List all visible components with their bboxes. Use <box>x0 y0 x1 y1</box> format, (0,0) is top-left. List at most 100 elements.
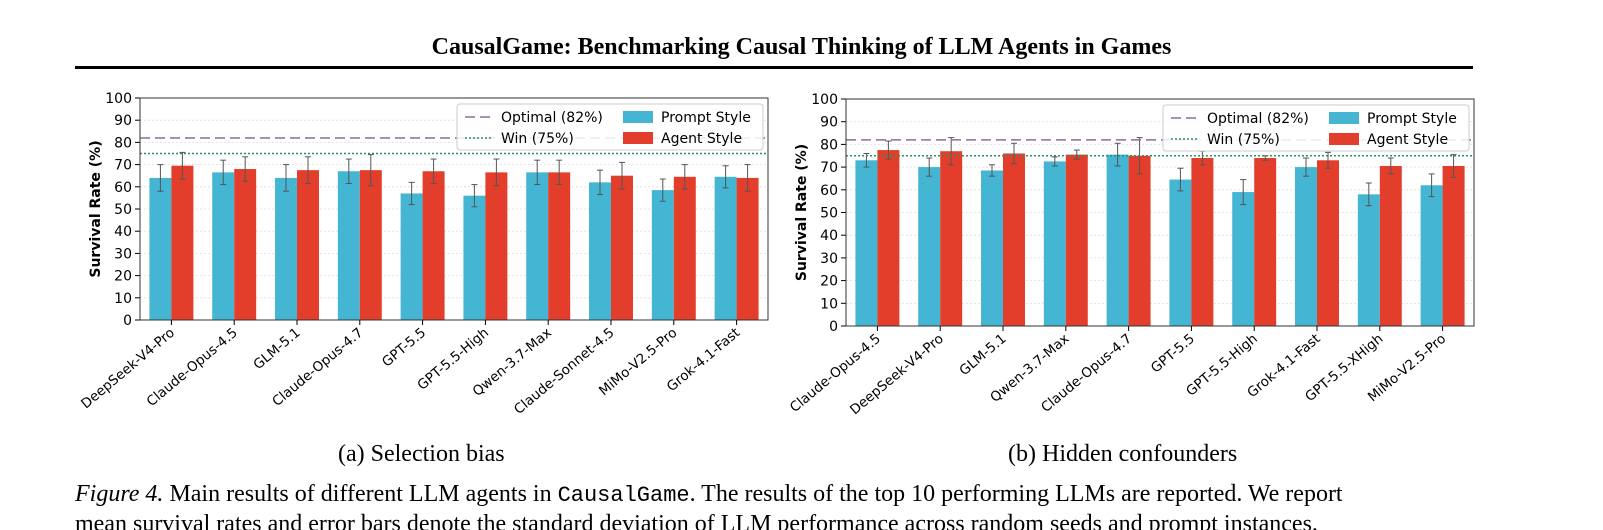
bar <box>1254 158 1277 326</box>
y-tick-label: 10 <box>114 291 132 307</box>
y-axis-label: Survival Rate (%) <box>88 140 104 277</box>
y-tick-label: 90 <box>820 115 838 131</box>
figure-caption: Figure 4. Main results of different LLM … <box>75 481 1515 508</box>
figure-caption-text-end: . The results of the top 10 performing L… <box>689 481 1343 507</box>
legend-label: Prompt Style <box>1367 111 1457 127</box>
y-tick-label: 60 <box>114 180 132 196</box>
caption-label: (a) <box>338 441 365 467</box>
legend-label: Optimal (82%) <box>1207 111 1309 127</box>
plot-frame <box>845 98 1475 327</box>
bar <box>981 170 1003 326</box>
chart-hidden-confounders: 0102030405060708090100Claude-Opus-4.5Dee… <box>787 92 1475 418</box>
x-tick-label: GPT-5.5 <box>1148 331 1198 377</box>
bar <box>1065 154 1088 326</box>
legend <box>1162 104 1470 152</box>
bar <box>337 171 360 320</box>
caption-label: (b) <box>1008 441 1036 467</box>
legend-label: Agent Style <box>1367 132 1448 148</box>
y-tick-label: 50 <box>820 206 838 222</box>
legend-label: Win (75%) <box>1207 132 1280 148</box>
bar <box>212 172 235 320</box>
x-tick-label: GPT-5.5 <box>379 325 429 371</box>
legend-label: Win (75%) <box>501 131 574 147</box>
caption-text: Selection bias <box>370 441 505 467</box>
caption-hidden-confounders: (b) Hidden confounders <box>1008 441 1237 468</box>
y-tick-label: 30 <box>114 246 132 262</box>
y-tick-label: 100 <box>811 92 838 108</box>
bar <box>463 195 486 320</box>
bar <box>877 150 900 326</box>
y-tick-label: 0 <box>829 319 838 335</box>
bar <box>485 172 508 320</box>
bar <box>149 177 172 320</box>
bar <box>171 165 194 320</box>
legend-label: Agent Style <box>661 131 742 147</box>
y-tick-label: 40 <box>114 224 132 240</box>
bar <box>855 160 878 326</box>
bar <box>422 171 445 320</box>
bar <box>275 177 297 320</box>
bar <box>1191 158 1214 326</box>
bar <box>589 182 611 320</box>
figure-caption-code: CausalGame <box>557 483 690 508</box>
x-tick-label: GLM-5.1 <box>956 331 1009 379</box>
bar <box>1295 167 1317 326</box>
bar <box>1169 179 1192 326</box>
bar <box>1379 165 1402 326</box>
legend-swatch <box>623 132 653 144</box>
plot-frame <box>139 97 769 321</box>
bar <box>736 177 759 320</box>
figure-label: Figure 4. <box>75 481 164 507</box>
bar <box>1106 154 1129 326</box>
bar <box>1043 161 1066 326</box>
bar <box>673 176 696 320</box>
bar <box>526 172 549 320</box>
header-rule <box>75 66 1473 69</box>
y-tick-label: 100 <box>105 91 132 107</box>
figure-caption-line-2: mean survival rates and error bars denot… <box>75 511 1318 530</box>
caption-selection-bias: (a) Selection bias <box>338 441 505 468</box>
bar <box>1003 153 1025 326</box>
bar <box>1420 185 1443 326</box>
bar <box>611 175 633 320</box>
bar <box>651 190 674 320</box>
bar <box>1232 192 1255 326</box>
legend-swatch <box>1329 112 1359 124</box>
bar <box>940 151 963 326</box>
bar <box>234 169 257 320</box>
header-title: CausalGame: Benchmarking Causal Thinking… <box>431 34 1172 60</box>
bar <box>400 193 423 320</box>
x-tick-label: GLM-5.1 <box>250 325 303 373</box>
legend <box>456 103 764 151</box>
caption-text: Hidden confounders <box>1041 441 1238 467</box>
y-tick-label: 60 <box>820 183 838 199</box>
y-tick-label: 80 <box>820 137 838 153</box>
y-tick-label: 40 <box>820 228 838 244</box>
bar <box>297 170 319 320</box>
y-tick-label: 0 <box>123 313 132 329</box>
bar <box>359 170 382 320</box>
legend-label: Prompt Style <box>661 110 751 126</box>
bar <box>1442 165 1465 326</box>
y-tick-label: 70 <box>114 158 132 174</box>
bar <box>1317 160 1339 326</box>
y-tick-label: 10 <box>820 296 838 312</box>
bar <box>1357 194 1380 326</box>
y-tick-label: 90 <box>114 113 132 129</box>
legend-swatch <box>1329 133 1359 145</box>
legend-swatch <box>623 111 653 123</box>
y-tick-label: 20 <box>820 274 838 290</box>
y-tick-label: 80 <box>114 135 132 151</box>
bar <box>918 167 941 326</box>
y-axis-label: Survival Rate (%) <box>794 144 810 281</box>
y-tick-label: 20 <box>114 269 132 285</box>
bar <box>548 172 571 320</box>
figure-caption-text: Main results of different LLM agents in <box>169 481 552 507</box>
y-tick-label: 70 <box>820 160 838 176</box>
chart-selection-bias: 0102030405060708090100DeepSeek-V4-ProCla… <box>78 91 769 418</box>
bar <box>714 176 737 320</box>
legend-label: Optimal (82%) <box>501 110 603 126</box>
y-tick-label: 50 <box>114 202 132 218</box>
bar <box>1128 155 1151 326</box>
y-tick-label: 30 <box>820 251 838 267</box>
